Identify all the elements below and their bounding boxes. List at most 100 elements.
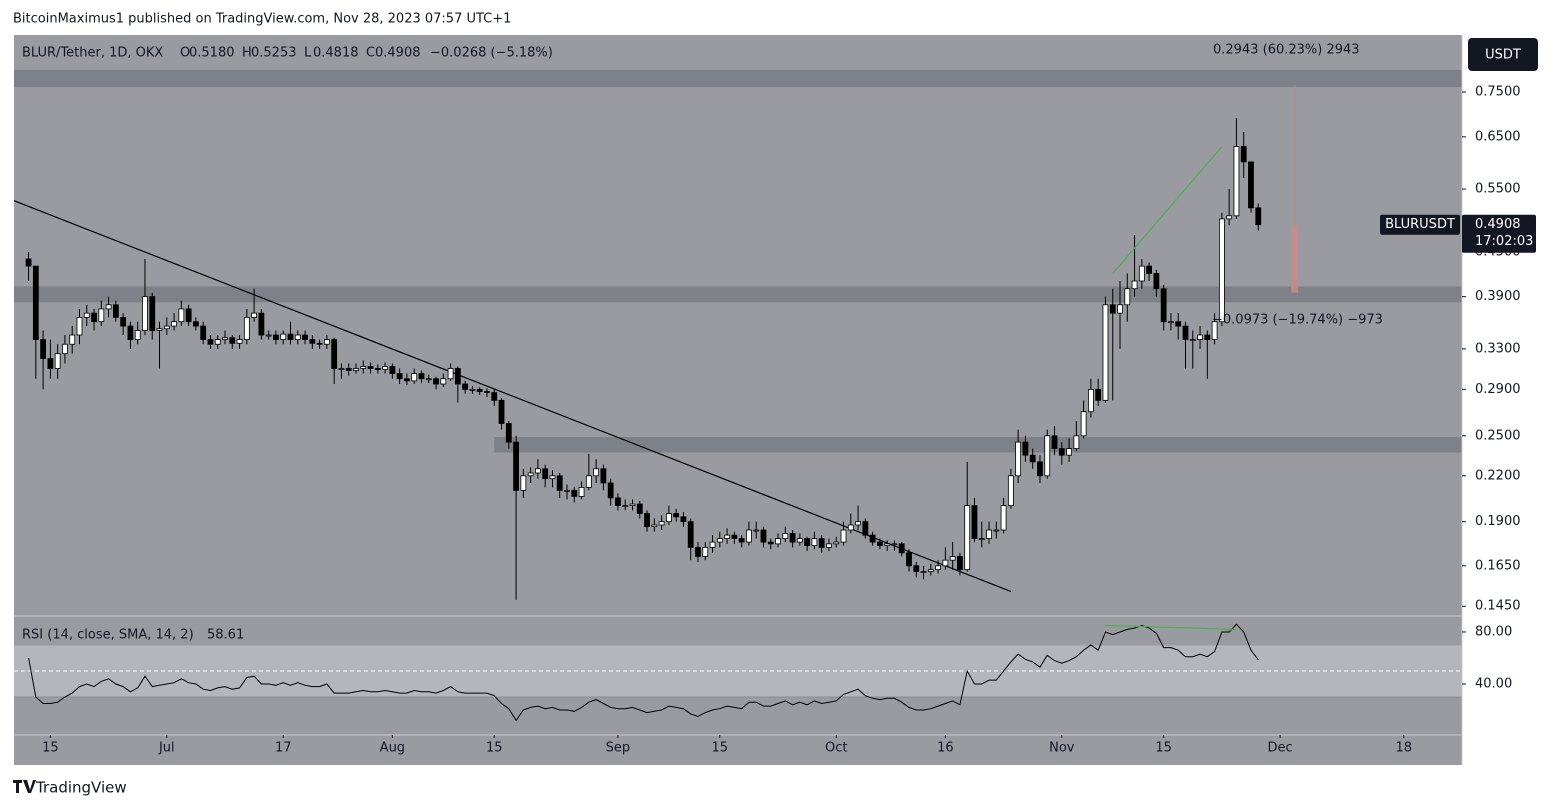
x-tick-label: 18 <box>1396 741 1413 756</box>
candle-body <box>884 543 891 547</box>
candle-body <box>243 316 250 340</box>
candle-body <box>753 529 760 532</box>
candle-body <box>1218 218 1225 323</box>
x-tick-label: Sep <box>606 741 631 756</box>
candle-body <box>498 399 505 424</box>
candle-body <box>556 475 563 491</box>
candle-body <box>207 339 214 345</box>
candle-body <box>1211 321 1218 340</box>
last-name: BLURUSDT <box>1385 217 1455 232</box>
candle-body <box>847 524 854 531</box>
candle-body <box>294 334 301 340</box>
candle-body <box>98 308 105 323</box>
legend-change: −0.0268 (−5.18%) <box>430 46 553 61</box>
candle-body <box>447 368 454 380</box>
currency-label: USDT <box>1485 48 1521 63</box>
candle-body <box>287 333 294 340</box>
candle-body <box>665 513 672 523</box>
candle-body <box>1044 435 1051 477</box>
candle-body <box>360 366 367 369</box>
rsi-divergence <box>1105 624 1237 630</box>
candle-body <box>163 325 170 330</box>
candle-body <box>331 339 338 369</box>
candle-body <box>404 378 410 382</box>
candle-body <box>353 368 359 371</box>
candle-body <box>818 538 825 548</box>
candle-body <box>1015 441 1022 477</box>
candle-body <box>767 541 774 545</box>
candle-body <box>382 366 388 370</box>
candle-body <box>585 475 592 488</box>
candle-body <box>891 543 898 546</box>
candle-body <box>957 556 963 571</box>
zone <box>494 437 1462 453</box>
candle-body <box>411 373 418 382</box>
candle-body <box>280 333 287 340</box>
chart-title: BLUR/Tether, 1D, OKX <box>22 46 163 61</box>
legend-value: 0.5180 <box>189 46 235 61</box>
zone <box>14 69 1462 88</box>
candle-body <box>76 316 83 336</box>
candle-body <box>469 388 476 391</box>
candle-body <box>1058 448 1065 456</box>
candle-body <box>607 482 614 499</box>
candle-body <box>32 265 39 340</box>
candle-body <box>1037 461 1043 477</box>
candle-body <box>571 489 578 497</box>
candle-body <box>789 533 796 543</box>
candle-body <box>273 334 279 340</box>
candle-body <box>251 312 258 318</box>
currency-button <box>1468 38 1538 71</box>
brand: TradingView <box>35 779 127 797</box>
candle-body <box>1102 304 1109 401</box>
candle-body <box>855 521 861 526</box>
candle-body <box>142 296 148 331</box>
candle-body <box>1189 339 1196 341</box>
candle-body <box>491 392 498 401</box>
candle-body <box>629 503 636 507</box>
candle-body <box>338 368 345 370</box>
candle-body <box>1007 475 1014 507</box>
candle-body <box>47 358 54 369</box>
measure-box <box>1291 225 1299 293</box>
last-price-box <box>1462 214 1536 253</box>
measure-label: 0.2943 (60.23%) 2943 <box>1213 43 1360 58</box>
candle-body <box>1117 304 1123 314</box>
candle-body <box>171 321 177 327</box>
x-tick-label: 15 <box>42 741 59 756</box>
candle-body <box>1051 435 1058 449</box>
candle-body <box>367 366 374 369</box>
candle-body <box>702 547 709 557</box>
candle-body <box>134 330 141 340</box>
candle-body <box>549 475 556 480</box>
candle-body <box>826 543 832 548</box>
candle-body <box>62 343 68 355</box>
candle-body <box>265 334 272 337</box>
candle-body <box>709 541 716 548</box>
candle-body <box>222 337 228 340</box>
candle-body <box>935 565 942 571</box>
y-tick-label: 0.2900 <box>1475 382 1521 397</box>
countdown: 17:02:03 <box>1475 234 1533 249</box>
y-tick-label: 0.6500 <box>1475 129 1521 144</box>
y-tick-label: 0.5500 <box>1475 182 1521 197</box>
candle-body <box>636 503 643 514</box>
candle-body <box>804 538 811 547</box>
y-tick-label: 0.1650 <box>1475 558 1521 573</box>
candle-body <box>731 534 738 539</box>
candle-body <box>1240 146 1247 163</box>
last-price: 0.4908 <box>1475 217 1521 232</box>
green-line <box>1112 146 1223 274</box>
candle-body <box>185 308 192 323</box>
candle-body <box>200 325 207 340</box>
candle-body <box>302 334 308 340</box>
candle-body <box>1138 265 1145 282</box>
candle-body <box>236 339 243 344</box>
x-tick-label: Jul <box>158 741 175 756</box>
candle-body <box>520 475 527 491</box>
candle-body <box>425 378 432 381</box>
candle-body <box>1000 505 1007 531</box>
candle-body <box>942 559 949 567</box>
trend-line <box>13 200 1012 593</box>
